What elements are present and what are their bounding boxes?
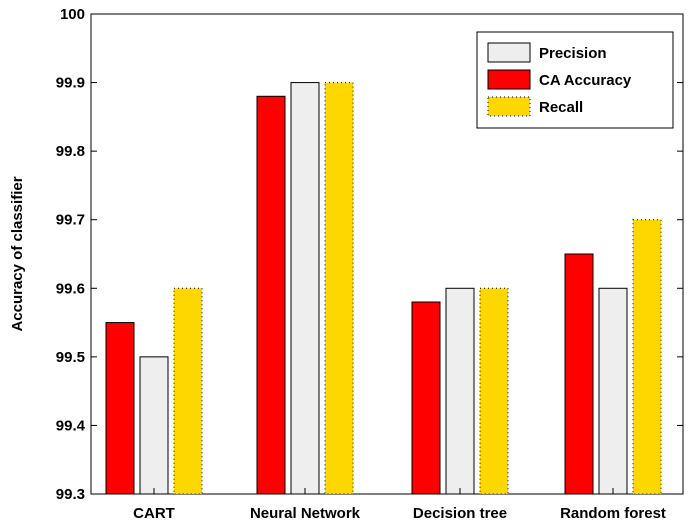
y-tick-label: 99.9	[56, 75, 85, 92]
bar-precision	[139, 356, 169, 495]
legend-label: Precision	[539, 45, 607, 62]
y-axis-ticks: 99.3 99.4 99.5 99.6 99.7 99.8 99.9 100	[56, 6, 683, 503]
bar-ca-accuracy	[105, 322, 135, 495]
legend-swatch	[487, 69, 531, 90]
legend: Precision CA Accuracy Recall	[476, 31, 674, 129]
y-axis-label: Accuracy of classifier	[9, 176, 26, 331]
legend-swatch	[487, 42, 531, 63]
bar-ca-accuracy	[411, 301, 441, 495]
bar-recall	[173, 287, 203, 495]
x-tick-label: Neural Network	[250, 505, 361, 522]
legend-swatch	[487, 96, 531, 117]
legend-label: CA Accuracy	[539, 72, 632, 89]
bar-recall	[324, 82, 354, 495]
x-axis-ticks: CART Neural Network Decision tree Random fo…	[133, 488, 666, 522]
x-tick-label: CART	[133, 505, 175, 522]
y-tick-label: 99.8	[56, 143, 85, 160]
bar-ca-accuracy	[256, 95, 286, 495]
bar-recall	[479, 287, 509, 495]
y-tick-label: 99.5	[56, 349, 85, 366]
x-tick-label: Random forest	[560, 505, 666, 522]
x-tick-label: Decision tree	[413, 505, 507, 522]
bar-precision	[445, 287, 475, 495]
bar-recall	[632, 219, 662, 495]
y-tick-label: 99.3	[56, 486, 85, 503]
y-tick-label: 99.4	[56, 417, 86, 434]
bar-precision	[290, 82, 320, 495]
y-tick-label: 99.6	[56, 280, 85, 297]
y-tick-label: 100	[60, 6, 85, 23]
bars-group	[105, 82, 662, 495]
bar-precision	[598, 287, 628, 495]
legend-label: Recall	[539, 99, 583, 116]
y-tick-label: 99.7	[56, 212, 85, 229]
bar-ca-accuracy	[564, 253, 594, 495]
